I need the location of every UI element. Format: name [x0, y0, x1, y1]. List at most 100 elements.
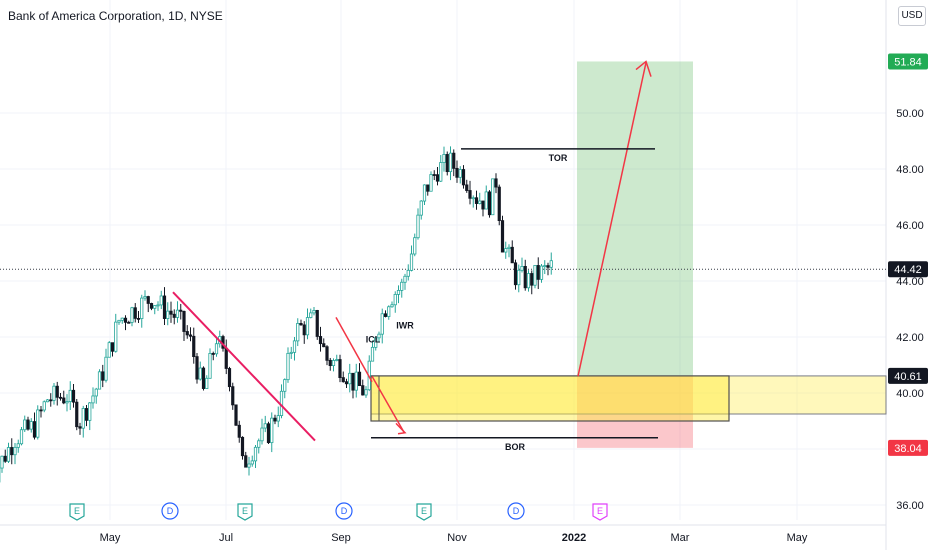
candle-body	[65, 401, 69, 404]
candle-body	[452, 152, 456, 169]
candle-body	[13, 446, 17, 456]
price-label: 40.61	[894, 371, 922, 383]
candle-body	[523, 266, 527, 289]
candle-body	[328, 359, 332, 367]
candle-body	[52, 385, 56, 401]
candle-body	[45, 399, 50, 403]
candle-body	[227, 368, 232, 388]
candle-body	[497, 186, 501, 221]
candle-body	[260, 427, 264, 442]
candle-body	[149, 303, 154, 309]
candle-body	[484, 191, 488, 210]
price-label-box	[888, 53, 928, 70]
candle-body	[140, 297, 144, 319]
candle-body	[393, 294, 397, 306]
candle-body	[84, 408, 89, 421]
candle-body	[0, 455, 4, 469]
pullback-arrow-head	[395, 422, 407, 435]
candle-body	[221, 336, 225, 349]
candle-body	[468, 190, 472, 199]
candle-body	[354, 371, 358, 391]
downtrend-line	[172, 291, 316, 442]
candle-body	[435, 174, 440, 182]
candle-body	[426, 184, 430, 192]
x-tick-label: May	[787, 532, 808, 544]
earnings-marker-label: E	[242, 506, 248, 516]
candle-body	[481, 200, 485, 210]
y-tick-label: 44.00	[896, 276, 924, 288]
candle-body	[494, 178, 498, 188]
x-tick-label: Jul	[219, 532, 233, 544]
price-label-box	[888, 439, 928, 456]
candle-body	[406, 269, 410, 277]
candle-body	[55, 385, 59, 398]
candle-body	[234, 404, 238, 426]
candle-body	[136, 317, 141, 320]
candle-body	[182, 310, 186, 332]
candle-body	[214, 343, 219, 355]
candle-body	[458, 169, 462, 178]
candle-body	[302, 324, 306, 336]
candle-body	[29, 421, 33, 430]
candle-body	[283, 379, 287, 392]
candle-body	[461, 169, 466, 186]
candle-body	[445, 154, 449, 173]
candle-body	[94, 388, 98, 397]
candle-body	[296, 323, 300, 342]
candle-body	[322, 343, 326, 348]
dividend-marker-icon	[161, 502, 179, 520]
candle-body	[344, 381, 349, 385]
candle-body	[500, 220, 505, 253]
candle-body	[380, 313, 384, 335]
candle-body	[81, 408, 85, 429]
x-tick-label: 2022	[562, 532, 586, 544]
currency-button[interactable]: USD	[898, 6, 926, 26]
candle-body	[312, 310, 316, 314]
candle-body	[205, 377, 209, 389]
y-tick-label: 48.00	[896, 164, 924, 176]
price-label: 44.42	[894, 264, 922, 276]
candle-body	[491, 178, 495, 216]
earnings-marker-label: E	[597, 506, 603, 516]
candle-body	[367, 360, 371, 391]
candle-body	[123, 317, 128, 323]
earnings-marker-icon	[69, 503, 85, 521]
candle-body	[364, 389, 368, 396]
candle-body	[539, 265, 544, 280]
candle-body	[276, 415, 280, 422]
candle-body	[299, 323, 303, 326]
candle-body	[325, 346, 329, 361]
candle-body	[305, 317, 310, 336]
candle-body	[104, 356, 108, 381]
loss-zone	[577, 375, 693, 448]
y-tick-label: 42.00	[896, 332, 924, 344]
candle-body	[71, 389, 76, 403]
candle-body	[432, 174, 436, 176]
earnings-marker-icon	[237, 503, 253, 521]
candle-body	[279, 390, 284, 416]
candle-body	[143, 296, 147, 299]
candle-body	[400, 281, 404, 291]
zone-marker	[370, 375, 380, 422]
y-tick-label: 40.00	[896, 388, 924, 400]
candle-body	[536, 265, 540, 280]
price-label: 51.84	[894, 56, 922, 68]
candle-body	[390, 304, 394, 308]
chart-title: Bank of America Corporation, 1D, NYSE	[8, 9, 223, 23]
annotation-label-icl: ICL	[366, 335, 381, 345]
candle-body	[192, 335, 196, 358]
candle-body	[195, 356, 199, 380]
candle-body	[273, 417, 277, 422]
candle-body	[315, 310, 319, 337]
candle-body	[198, 367, 202, 380]
candle-body	[429, 174, 433, 192]
candle-body	[78, 426, 82, 429]
dividend-marker-icon	[335, 502, 353, 520]
candle-body	[19, 429, 24, 445]
candle-body	[16, 443, 20, 448]
candle-body	[396, 290, 401, 295]
x-tick-label: Nov	[447, 532, 467, 544]
candle-body	[146, 296, 150, 304]
